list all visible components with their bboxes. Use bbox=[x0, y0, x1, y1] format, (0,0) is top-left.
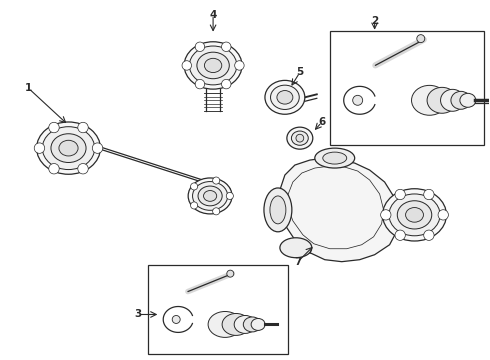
Ellipse shape bbox=[323, 152, 347, 164]
Circle shape bbox=[49, 163, 59, 174]
Circle shape bbox=[213, 177, 220, 184]
Ellipse shape bbox=[204, 58, 222, 73]
Circle shape bbox=[221, 42, 231, 51]
Ellipse shape bbox=[406, 208, 423, 222]
Ellipse shape bbox=[292, 131, 308, 145]
Bar bbox=[330, 31, 484, 145]
Ellipse shape bbox=[189, 46, 237, 85]
Circle shape bbox=[395, 230, 405, 240]
Ellipse shape bbox=[441, 89, 465, 111]
Circle shape bbox=[78, 163, 88, 174]
Ellipse shape bbox=[315, 148, 355, 168]
Ellipse shape bbox=[188, 178, 232, 214]
Ellipse shape bbox=[184, 42, 242, 89]
Text: 3: 3 bbox=[135, 310, 142, 319]
Circle shape bbox=[195, 80, 205, 89]
Ellipse shape bbox=[265, 80, 305, 114]
Circle shape bbox=[395, 189, 405, 200]
Circle shape bbox=[438, 210, 448, 220]
Ellipse shape bbox=[59, 140, 78, 156]
Circle shape bbox=[227, 270, 234, 277]
Ellipse shape bbox=[280, 238, 312, 258]
Ellipse shape bbox=[389, 194, 440, 236]
Circle shape bbox=[213, 208, 220, 215]
Circle shape bbox=[78, 122, 88, 133]
Polygon shape bbox=[280, 158, 399, 262]
Ellipse shape bbox=[42, 127, 95, 170]
Circle shape bbox=[191, 202, 197, 209]
Ellipse shape bbox=[270, 85, 299, 109]
Ellipse shape bbox=[193, 181, 228, 210]
Text: 1: 1 bbox=[25, 84, 32, 93]
Text: 5: 5 bbox=[296, 67, 303, 77]
Circle shape bbox=[424, 230, 434, 240]
Ellipse shape bbox=[460, 93, 476, 107]
Ellipse shape bbox=[244, 317, 261, 332]
Text: 2: 2 bbox=[371, 15, 378, 26]
Ellipse shape bbox=[397, 201, 432, 229]
Circle shape bbox=[424, 189, 434, 200]
Ellipse shape bbox=[277, 91, 293, 104]
Ellipse shape bbox=[251, 319, 265, 330]
Circle shape bbox=[235, 61, 244, 70]
Circle shape bbox=[417, 35, 425, 42]
Text: 6: 6 bbox=[318, 117, 325, 127]
Circle shape bbox=[353, 95, 363, 105]
Circle shape bbox=[172, 315, 180, 323]
Text: 4: 4 bbox=[209, 10, 217, 20]
Ellipse shape bbox=[234, 315, 256, 333]
Ellipse shape bbox=[222, 314, 250, 336]
Ellipse shape bbox=[270, 196, 286, 224]
Circle shape bbox=[92, 143, 103, 153]
Ellipse shape bbox=[383, 189, 446, 241]
Circle shape bbox=[296, 134, 304, 142]
Ellipse shape bbox=[198, 186, 222, 206]
Ellipse shape bbox=[197, 52, 229, 79]
Ellipse shape bbox=[203, 190, 217, 201]
Ellipse shape bbox=[51, 134, 86, 162]
Ellipse shape bbox=[412, 85, 447, 115]
Circle shape bbox=[191, 183, 197, 190]
Circle shape bbox=[34, 143, 45, 153]
Circle shape bbox=[381, 210, 391, 220]
Circle shape bbox=[221, 80, 231, 89]
Circle shape bbox=[195, 42, 205, 51]
Ellipse shape bbox=[264, 188, 292, 232]
Ellipse shape bbox=[287, 127, 313, 149]
Ellipse shape bbox=[37, 122, 100, 174]
Circle shape bbox=[226, 192, 233, 199]
Text: 7: 7 bbox=[294, 257, 301, 267]
Circle shape bbox=[182, 61, 192, 70]
Ellipse shape bbox=[427, 87, 457, 113]
Bar bbox=[148, 265, 288, 354]
Circle shape bbox=[49, 122, 59, 133]
Ellipse shape bbox=[208, 311, 242, 337]
Ellipse shape bbox=[451, 91, 471, 109]
